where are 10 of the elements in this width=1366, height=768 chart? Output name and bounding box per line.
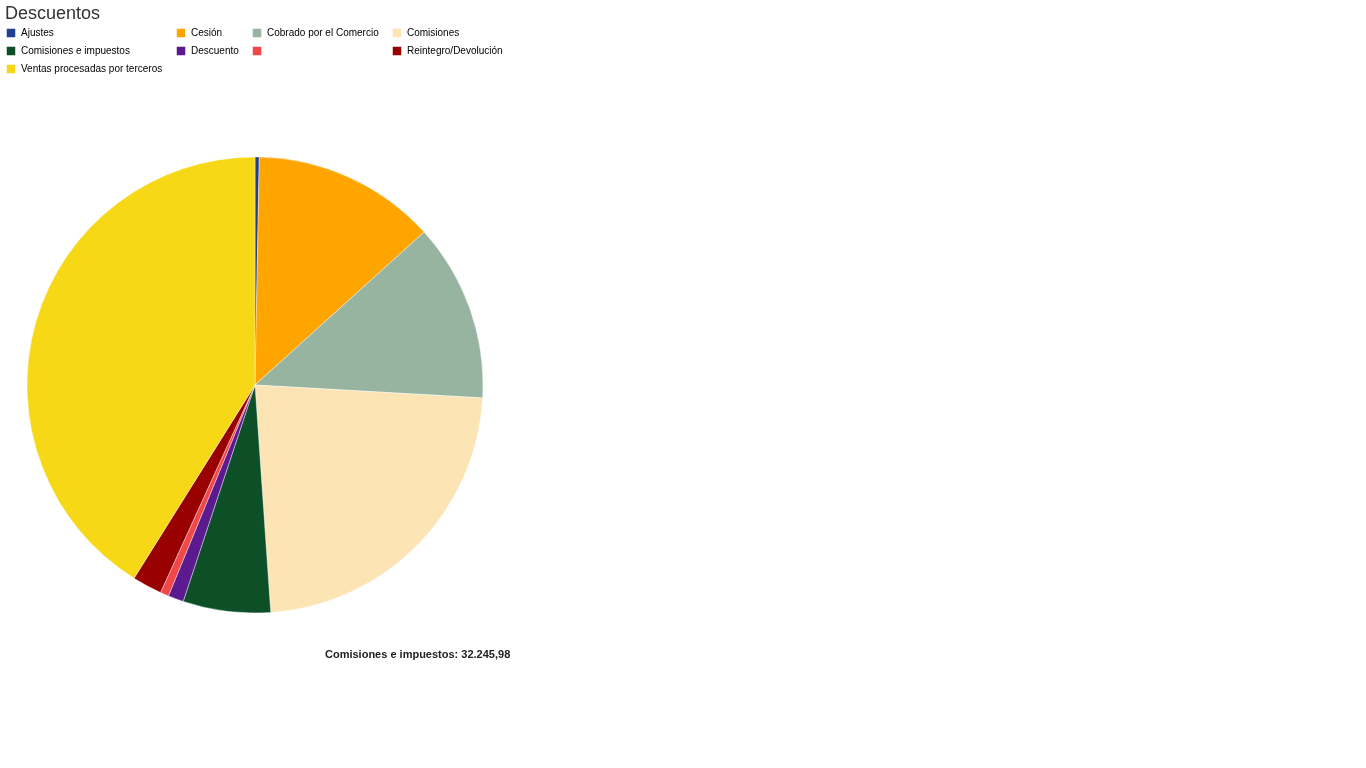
legend-label: Comisiones e impuestos [21, 45, 130, 56]
legend-label: Reintegro/Devolución [407, 45, 503, 56]
text: Comisiones e impuestos: 32.245,98 [325, 648, 511, 660]
legend-label: Ventas procesadas por terceros [21, 63, 163, 74]
legend-label: Ajustes [21, 27, 54, 38]
chart-title: Descuentos [5, 3, 101, 23]
legend-label: Comisiones [407, 27, 460, 38]
legend-label: Cesión [191, 27, 223, 38]
legend-label: Cobrado por el Comercio [267, 27, 380, 38]
legend-label: Descuento [191, 45, 240, 56]
